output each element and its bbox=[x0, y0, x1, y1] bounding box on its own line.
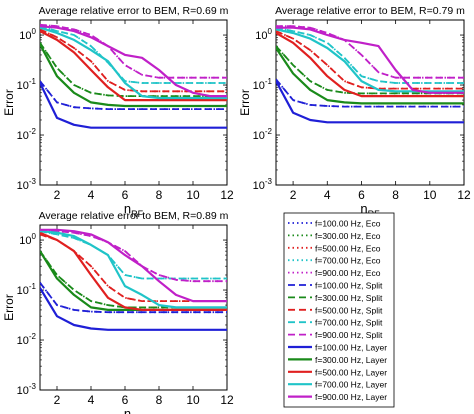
x-tick-label: 8 bbox=[156, 188, 163, 202]
legend: f=100.00 Hz, Eco f=300.00 Hz, Eco f=500.00… bbox=[283, 212, 395, 408]
x-tick-label: 10 bbox=[423, 188, 437, 202]
series-line-6 bbox=[276, 78, 464, 108]
series-line-15 bbox=[40, 228, 227, 303]
x-tick-label: 6 bbox=[122, 188, 129, 202]
series-group bbox=[40, 23, 227, 129]
x-tick-label: 4 bbox=[88, 393, 95, 407]
series-line-9 bbox=[40, 230, 227, 280]
legend-label: f=700.00 Hz, Split bbox=[315, 318, 383, 328]
legend-label: f=500.00 Hz, Eco bbox=[315, 243, 381, 253]
y-tick-label: 10-2 bbox=[253, 127, 273, 142]
x-tick-label: 12 bbox=[220, 393, 234, 407]
series-line-9 bbox=[40, 25, 227, 84]
series-line-10 bbox=[40, 23, 227, 79]
x-tick-label: 12 bbox=[457, 188, 471, 202]
y-axis-label: Error bbox=[238, 89, 252, 116]
x-tick-label: 12 bbox=[220, 188, 234, 202]
y-axis-label: Error bbox=[2, 89, 16, 116]
legend-label: f=100.00 Hz, Split bbox=[315, 281, 383, 291]
legend-label: f=700.00 Hz, Layer bbox=[315, 380, 387, 390]
legend-label: f=900.00 Hz, Split bbox=[315, 330, 383, 340]
series-line-9 bbox=[276, 26, 464, 84]
series-line-12 bbox=[276, 47, 464, 105]
chart-title: Average relative error to BEM, R=0.79 m bbox=[275, 5, 465, 17]
plot-area bbox=[39, 19, 228, 186]
x-tick-label: 10 bbox=[186, 393, 200, 407]
y-tick-label: 10-3 bbox=[17, 177, 37, 192]
series-line-13 bbox=[276, 32, 464, 98]
x-tick-label: 8 bbox=[156, 393, 163, 407]
chart-title: Average relative error to BEM, R=0.69 m bbox=[39, 5, 229, 17]
x-tick-label: 2 bbox=[54, 188, 61, 202]
x-tick-label: 8 bbox=[392, 188, 399, 202]
series-line-11 bbox=[40, 287, 227, 331]
chart-title: Average relative error to BEM, R=0.89 m bbox=[39, 210, 229, 222]
series-line-11 bbox=[276, 80, 464, 124]
y-tick-label: 10-1 bbox=[17, 282, 37, 297]
y-tick-label: 10-3 bbox=[253, 177, 273, 192]
x-axis-label: nRF bbox=[124, 201, 144, 219]
x-tick-label: 10 bbox=[186, 188, 200, 202]
x-tick-label: 2 bbox=[290, 188, 297, 202]
legend-label: f=500.00 Hz, Split bbox=[315, 305, 383, 315]
series-line-6 bbox=[40, 282, 227, 314]
series-line-8 bbox=[276, 30, 464, 90]
series-line-7 bbox=[276, 45, 464, 95]
series-line-13 bbox=[40, 30, 227, 102]
series-line-14 bbox=[40, 26, 227, 100]
series-line-10 bbox=[40, 228, 227, 283]
series-line-14 bbox=[276, 28, 464, 93]
legend-label: f=700.00 Hz, Eco bbox=[315, 256, 381, 266]
x-tick-label: 6 bbox=[358, 188, 365, 202]
series-line-15 bbox=[276, 26, 464, 94]
series-line-13 bbox=[40, 231, 227, 311]
x-tick-label: 4 bbox=[88, 188, 95, 202]
series-group bbox=[276, 25, 464, 124]
series-line-11 bbox=[40, 82, 227, 129]
legend-label: f=100.00 Hz, Layer bbox=[315, 343, 387, 353]
series-line-4 bbox=[276, 26, 464, 84]
y-tick-label: 10-1 bbox=[253, 77, 273, 92]
legend-label: f=300.00 Hz, Layer bbox=[315, 355, 387, 365]
y-tick-label: 100 bbox=[19, 232, 36, 247]
series-line-14 bbox=[40, 230, 227, 309]
legend-label: f=500.00 Hz, Layer bbox=[315, 367, 387, 377]
y-tick-label: 10-1 bbox=[17, 77, 37, 92]
series-line-4 bbox=[40, 230, 227, 280]
y-tick-label: 100 bbox=[255, 27, 272, 42]
y-tick-label: 10-2 bbox=[17, 332, 37, 347]
series-line-15 bbox=[40, 25, 227, 98]
legend-label: f=300.00 Hz, Split bbox=[315, 293, 383, 303]
y-axis-label: Error bbox=[2, 294, 16, 321]
legend-label: f=300.00 Hz, Eco bbox=[315, 231, 381, 241]
legend-label: f=100.00 Hz, Eco bbox=[315, 219, 381, 229]
chart-panel-3: 10-3 10-2 10-1 100 2 4 6 8 10 12 Average relative … bbox=[2, 210, 234, 414]
chart-panel-1: 10-3 10-2 10-1 100 2 4 6 8 10 12 Average relative … bbox=[2, 5, 234, 219]
legend-label: f=900.00 Hz, Layer bbox=[315, 392, 387, 402]
series-line-6 bbox=[40, 80, 227, 110]
x-tick-label: 6 bbox=[122, 393, 129, 407]
x-axis-label: nRF bbox=[124, 406, 144, 414]
series-line-7 bbox=[40, 42, 227, 97]
y-tick-label: 10-3 bbox=[17, 382, 37, 397]
chart-panel-2: 10-3 10-2 10-1 100 2 4 6 8 10 12 Average relative … bbox=[238, 5, 471, 219]
series-line-12 bbox=[40, 43, 227, 108]
series-group bbox=[40, 228, 227, 331]
legend-label: f=900.00 Hz, Eco bbox=[315, 268, 381, 278]
x-tick-label: 4 bbox=[324, 188, 331, 202]
y-tick-label: 10-2 bbox=[17, 127, 37, 142]
y-tick-label: 100 bbox=[19, 27, 36, 42]
series-line-10 bbox=[276, 25, 464, 79]
x-tick-label: 2 bbox=[54, 393, 61, 407]
